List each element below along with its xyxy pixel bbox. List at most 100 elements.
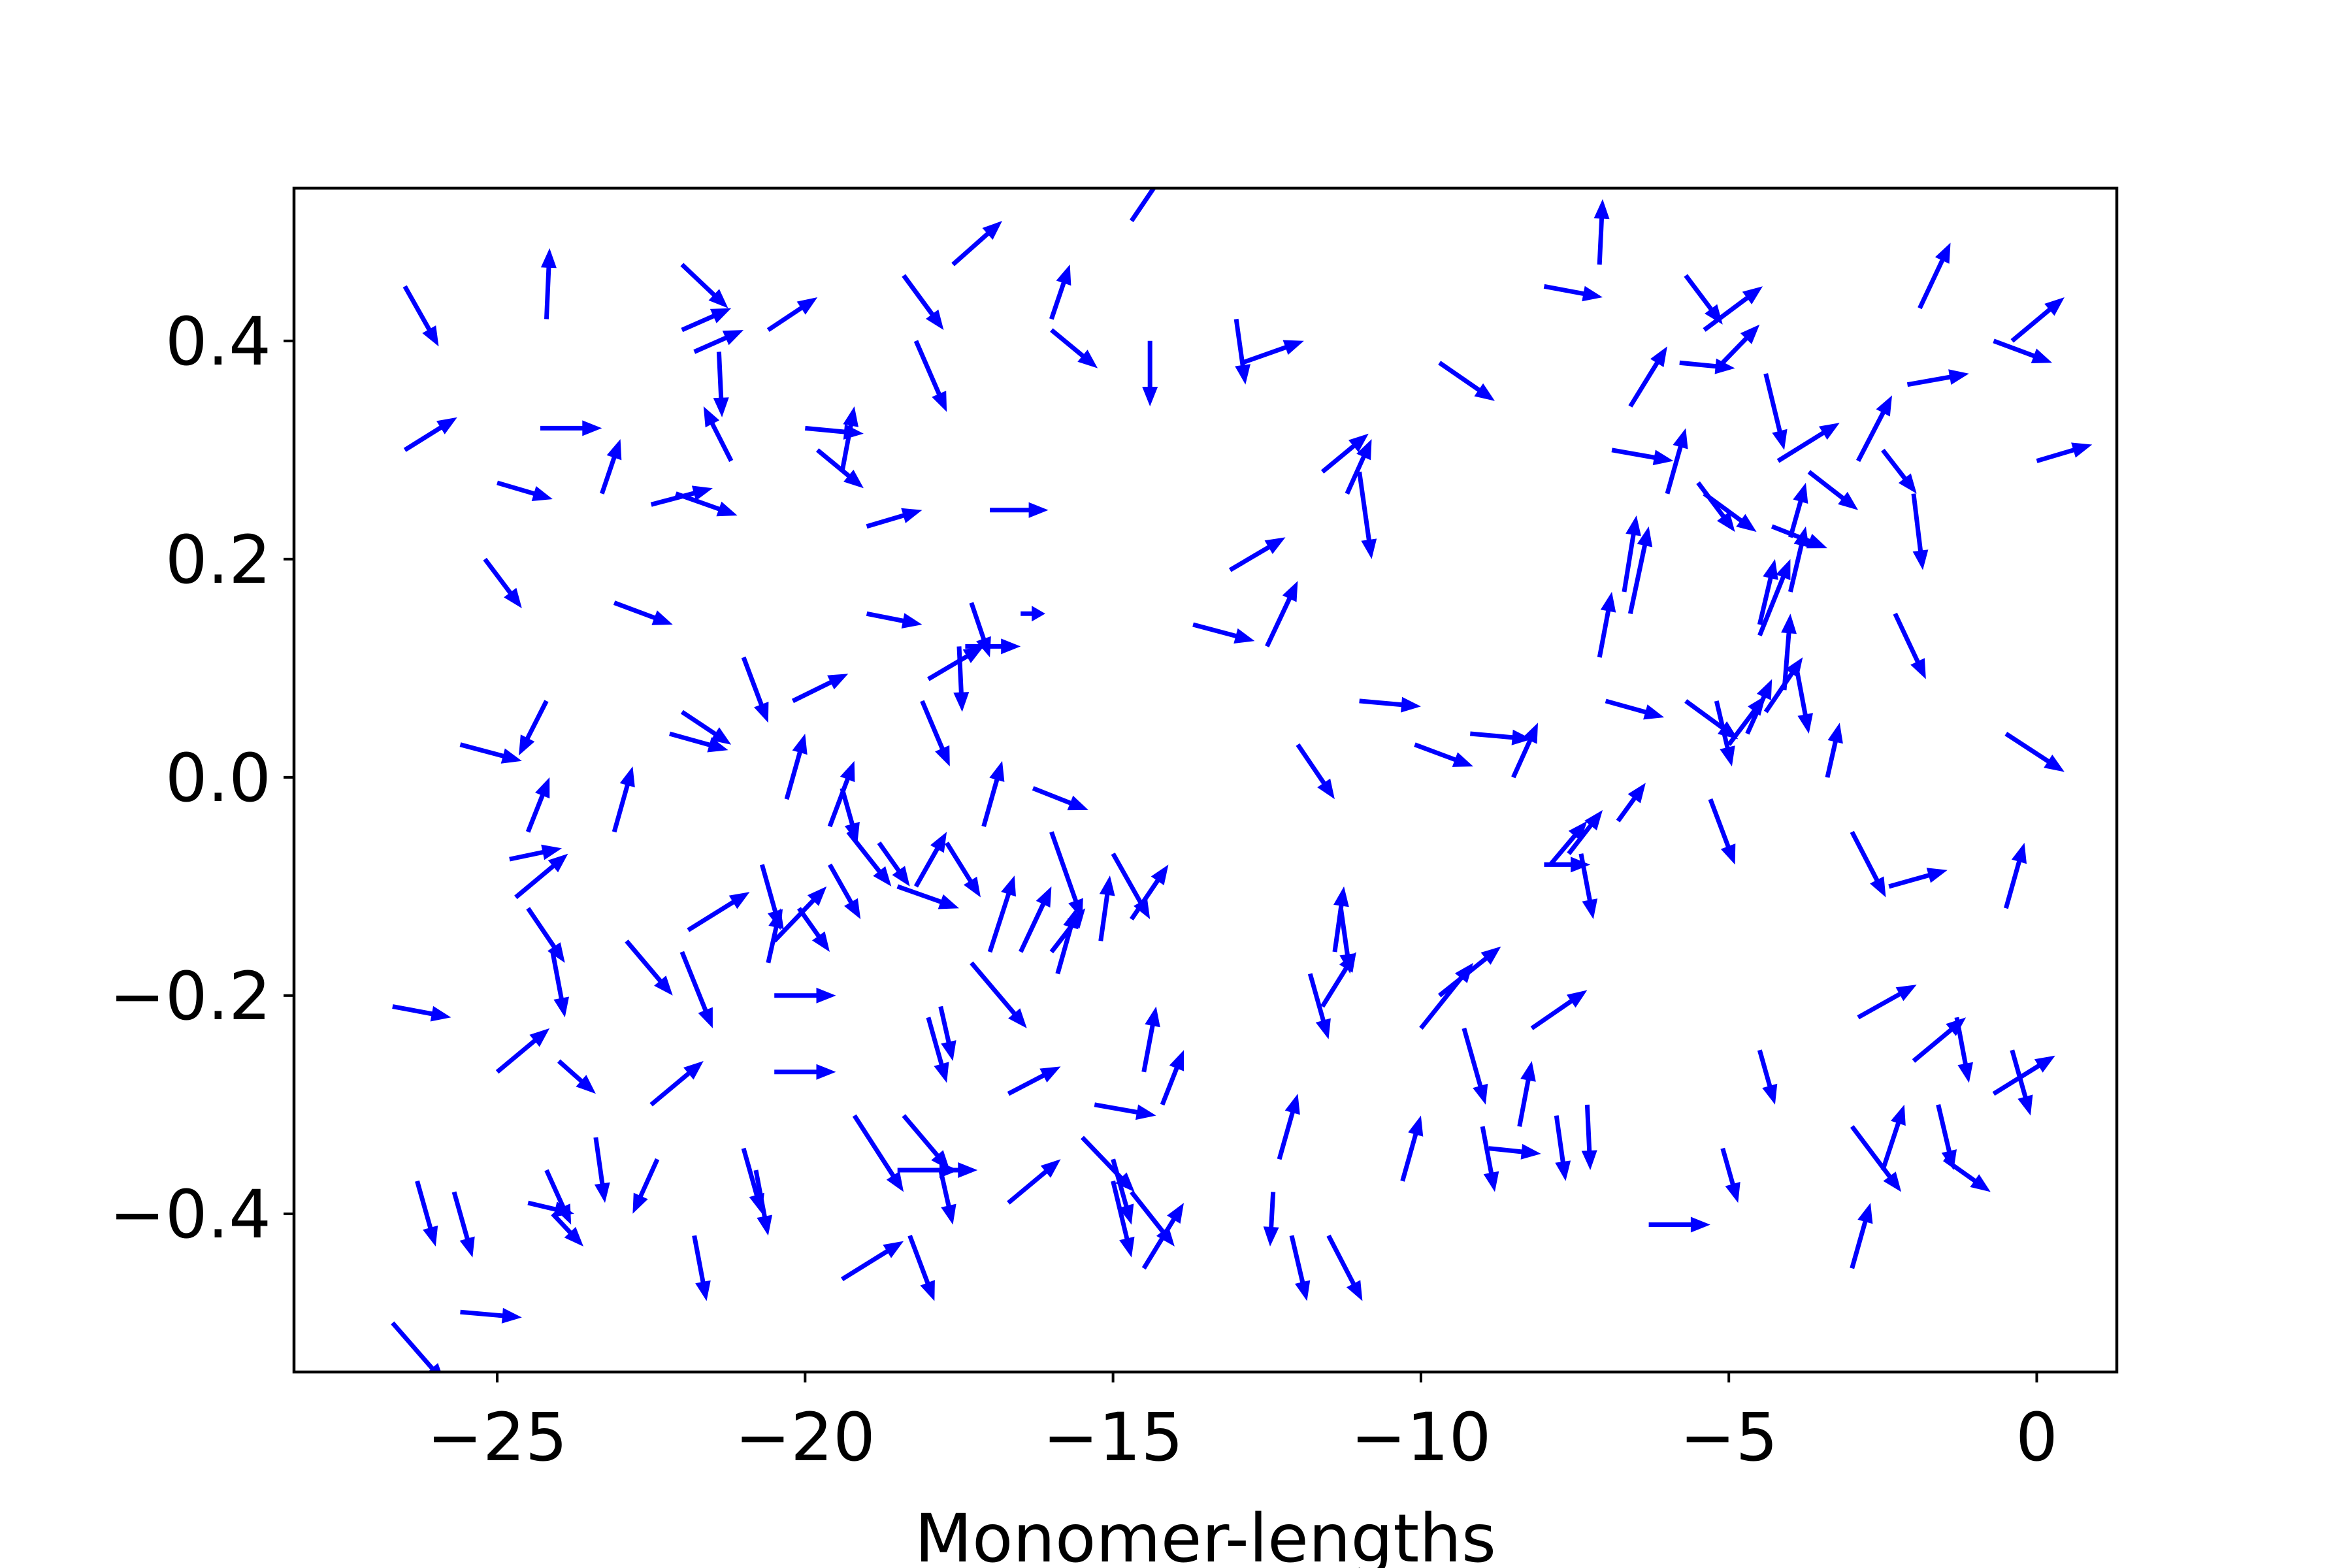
quiver-arrow bbox=[1745, 679, 1772, 735]
quiver-arrow bbox=[1357, 471, 1377, 559]
quiver-arrow bbox=[1825, 723, 1843, 778]
quiver-arrow bbox=[1438, 361, 1495, 401]
quiver-arrow bbox=[1141, 1006, 1160, 1073]
quiver-arrow bbox=[896, 884, 959, 909]
quiver-arrow bbox=[649, 1061, 704, 1107]
quiver-arrow bbox=[840, 406, 858, 472]
quiver-arrow bbox=[866, 611, 923, 629]
quiver-arrow bbox=[1850, 1125, 1902, 1192]
quiver-arrow bbox=[987, 875, 1016, 953]
quiver-arrow bbox=[940, 1162, 978, 1178]
quiver-arrow bbox=[1462, 1028, 1488, 1105]
quiver-arrow bbox=[612, 766, 635, 833]
y-tick-label: −0.2 bbox=[109, 958, 271, 1036]
quiver-arrow bbox=[1470, 729, 1532, 745]
quiver-arrow bbox=[927, 646, 984, 681]
quiver-arrow bbox=[797, 907, 830, 952]
quiver-arrow bbox=[1160, 1050, 1184, 1106]
quiver-arrow bbox=[1912, 1017, 1967, 1063]
quiver-arrow bbox=[1721, 324, 1760, 365]
quiver-arrow bbox=[1893, 612, 1926, 679]
quiver-arrow bbox=[1511, 723, 1538, 779]
quiver-arrow bbox=[827, 760, 855, 828]
quiver-arrow bbox=[1307, 973, 1331, 1039]
quiver-arrow bbox=[509, 844, 562, 862]
quiver-arrow bbox=[1338, 907, 1356, 974]
quiver-arrow bbox=[632, 1158, 660, 1214]
x-tick-label: −20 bbox=[735, 1399, 875, 1477]
quiver-arrow bbox=[497, 480, 553, 501]
quiver-arrow bbox=[550, 951, 569, 1018]
quiver-arrow bbox=[1622, 515, 1641, 593]
quiver-arrow bbox=[1628, 346, 1667, 408]
quiver-arrow bbox=[415, 1180, 438, 1247]
quiver-arrow bbox=[1648, 1217, 1710, 1233]
quiver-arrow bbox=[1228, 537, 1286, 572]
x-tick-label: −25 bbox=[427, 1399, 567, 1477]
quiver-arrow bbox=[840, 787, 860, 843]
quiver-arrow bbox=[1906, 369, 1969, 387]
quiver-arrow bbox=[1703, 286, 1763, 332]
quiver-arrow bbox=[951, 221, 1002, 267]
quiver-arrow bbox=[495, 1028, 550, 1074]
quiver-arrow bbox=[525, 777, 550, 833]
quiver-arrow bbox=[1708, 798, 1736, 865]
quiver-arrow bbox=[681, 308, 732, 333]
quiver-arrow bbox=[1320, 433, 1369, 474]
quiver-arrow bbox=[1032, 786, 1088, 811]
quiver-arrow bbox=[1684, 274, 1723, 325]
quiver-arrow bbox=[1241, 340, 1304, 365]
quiver-arrow bbox=[1111, 1158, 1134, 1225]
x-tick-label: 0 bbox=[2016, 1399, 2058, 1477]
quiver-arrow bbox=[945, 841, 981, 898]
quiver-arrow bbox=[2004, 843, 2027, 909]
quiver-arrow bbox=[981, 760, 1005, 827]
quiver-arrow bbox=[1807, 470, 1859, 510]
quiver-arrow bbox=[675, 491, 738, 517]
quiver-arrow bbox=[1911, 493, 1929, 570]
quiver-arrow bbox=[1727, 695, 1766, 746]
quiver-arrow bbox=[1007, 1066, 1061, 1096]
quiver-arrow bbox=[766, 297, 818, 332]
quiver-arrow bbox=[703, 406, 734, 463]
quiver-arrow bbox=[1757, 559, 1791, 636]
quiver-arrow bbox=[593, 1137, 610, 1203]
quiver-arrow bbox=[1049, 264, 1071, 320]
quiver-arrow bbox=[519, 700, 549, 756]
x-tick-label: −10 bbox=[1350, 1399, 1491, 1477]
quiver-arrow bbox=[600, 439, 622, 495]
quiver-arrow bbox=[1794, 668, 1813, 734]
quiver-arrow bbox=[680, 710, 732, 745]
quiver-arrow bbox=[907, 1235, 935, 1301]
quiver-arrow bbox=[938, 1005, 956, 1061]
quiver-arrow bbox=[1345, 439, 1372, 495]
quiver-arrow bbox=[1880, 1104, 1906, 1171]
quiver-arrow bbox=[1530, 990, 1588, 1030]
quiver-arrow bbox=[1050, 328, 1098, 368]
quiver-arrow bbox=[902, 274, 944, 331]
quiver-arrow bbox=[451, 1191, 475, 1258]
quiver-arrow bbox=[1007, 1159, 1061, 1205]
quiver-arrow bbox=[828, 863, 861, 919]
quiver-arrow bbox=[460, 1307, 522, 1324]
quiver-arrow bbox=[1296, 743, 1335, 800]
quiver-arrow bbox=[1665, 428, 1688, 495]
quiver-arrow bbox=[540, 420, 602, 436]
quiver-arrow bbox=[791, 674, 849, 704]
quiver-arrow bbox=[1081, 1135, 1135, 1192]
y-tick-label: 0.4 bbox=[165, 303, 271, 381]
quiver-arrow bbox=[1611, 448, 1674, 466]
quiver-arrow bbox=[1918, 242, 1951, 310]
quiver-arrow bbox=[1554, 1115, 1571, 1181]
quiver-arrow bbox=[1936, 1104, 1957, 1170]
quiver-arrow bbox=[669, 731, 728, 753]
quiver-arrow bbox=[766, 908, 784, 964]
quiver-arrow bbox=[459, 742, 522, 764]
quiver-arrow bbox=[1265, 581, 1298, 647]
quiver-arrow bbox=[1597, 591, 1616, 658]
quiver-arrow bbox=[1543, 284, 1603, 302]
quiver-arrow bbox=[866, 508, 923, 529]
quiver-arrow bbox=[1578, 853, 1598, 919]
quiver-arrow bbox=[1714, 700, 1735, 767]
